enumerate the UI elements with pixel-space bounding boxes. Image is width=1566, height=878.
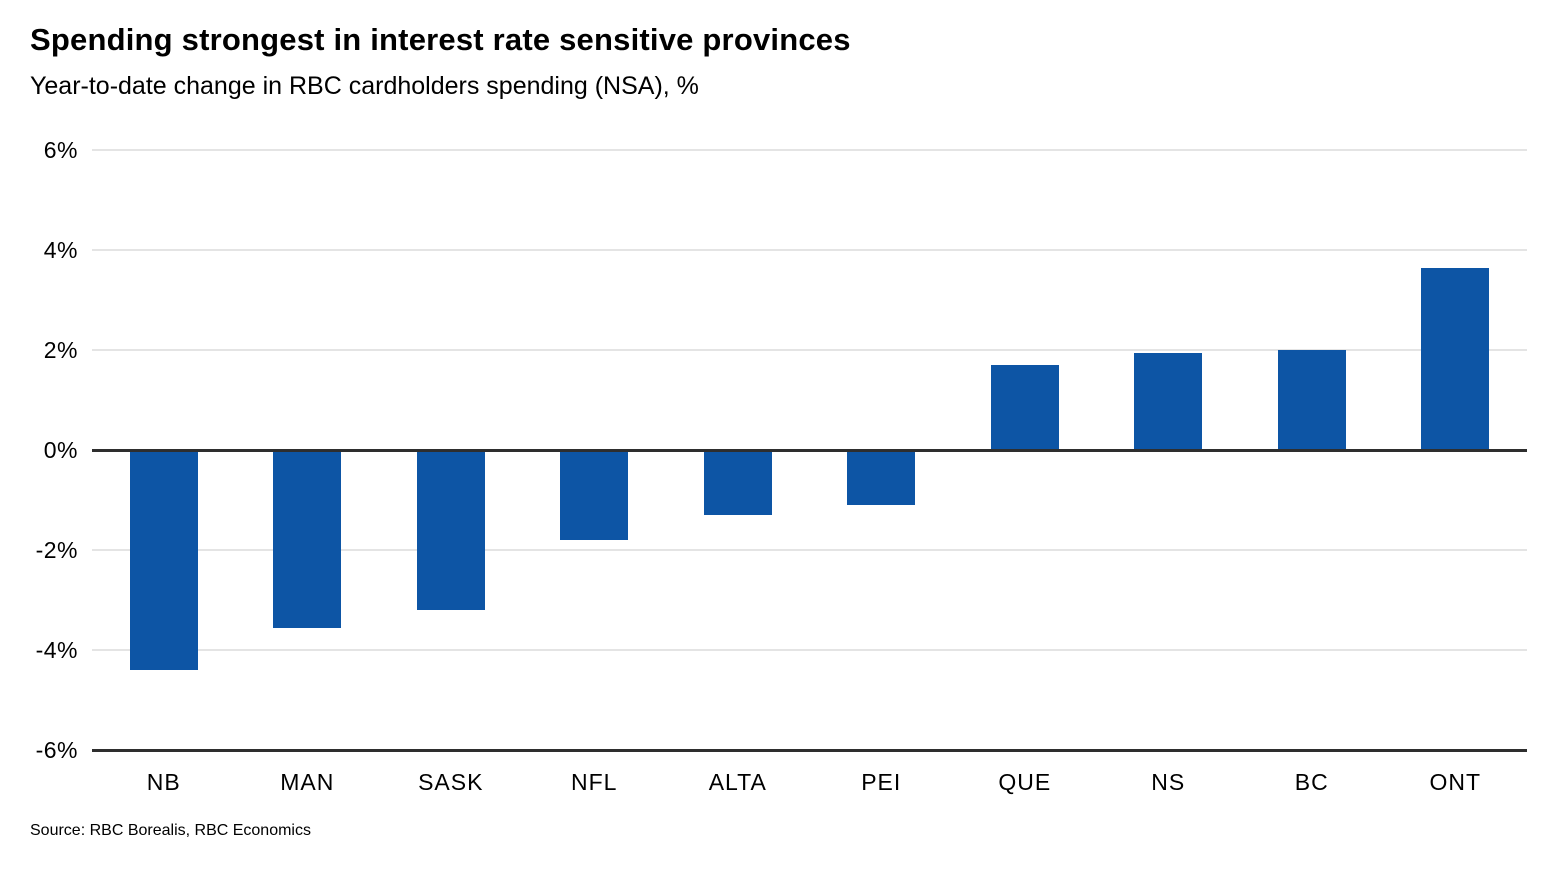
bar-ALTA xyxy=(703,450,772,515)
y-axis-label--4pct: -4% xyxy=(35,637,78,663)
x-axis-label-MAN: MAN xyxy=(280,769,335,795)
bar-PEI xyxy=(847,450,916,505)
x-axis-label-PEI: PEI xyxy=(861,769,902,795)
axis-line-0pct xyxy=(92,448,1527,452)
x-axis-label-ALTA: ALTA xyxy=(708,769,767,795)
gridline-6pct xyxy=(92,149,1527,151)
x-axis-label-ONT: ONT xyxy=(1429,769,1482,795)
y-axis-label--2pct: -2% xyxy=(35,537,78,563)
gridline--2pct xyxy=(92,549,1527,551)
y-axis-label--6pct: -6% xyxy=(35,737,78,763)
x-axis-label-QUE: QUE xyxy=(998,769,1052,795)
x-axis-label-BC: BC xyxy=(1294,769,1329,795)
gridline-4pct xyxy=(92,249,1527,251)
y-axis-label-6pct: 6% xyxy=(43,137,78,163)
x-axis-label-NFL: NFL xyxy=(571,769,618,795)
y-axis-label-0pct: 0% xyxy=(43,437,78,463)
bar-NFL xyxy=(560,450,629,540)
bar-BC xyxy=(1277,350,1346,450)
bar-NB xyxy=(129,450,198,670)
bar-SASK xyxy=(416,450,485,610)
axis-line--6pct xyxy=(92,748,1527,752)
bar-MAN xyxy=(273,450,342,628)
x-axis-label-NB: NB xyxy=(146,769,181,795)
gridline--4pct xyxy=(92,649,1527,651)
x-axis-label-NS: NS xyxy=(1151,769,1186,795)
chart-subtitle: Year-to-date change in RBC cardholders s… xyxy=(30,72,699,100)
chart-title: Spending strongest in interest rate sens… xyxy=(30,22,851,57)
y-axis-label-4pct: 4% xyxy=(43,237,78,263)
source-note: Source: RBC Borealis, RBC Economics xyxy=(30,822,311,839)
bar-QUE xyxy=(990,365,1059,450)
bar-ONT xyxy=(1421,267,1490,450)
bar-NS xyxy=(1134,352,1203,450)
x-axis-label-SASK: SASK xyxy=(418,769,484,795)
y-axis-label-2pct: 2% xyxy=(43,337,78,363)
gridline-2pct xyxy=(92,349,1527,351)
